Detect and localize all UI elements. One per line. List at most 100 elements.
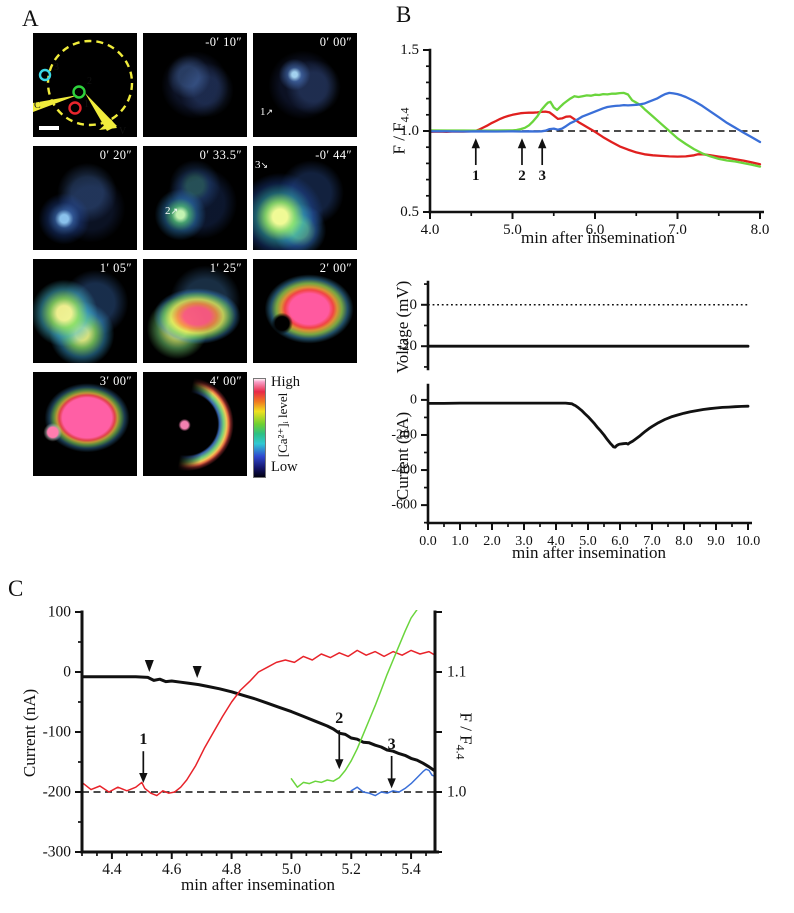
timestamp: 2′ 00″ [319,261,352,275]
x-tick-label: 5.2 [342,861,361,878]
timestamp: 1′ 05″ [99,261,132,275]
event-arrow-head-icon [139,773,148,783]
ca-image-tile: 0′ 00″ 1↗ [253,33,357,137]
x-tick-label: 10.0 [736,534,761,549]
current-electrode-label: C [34,100,41,111]
event-arrow-head-icon [471,138,480,149]
ca-image-tile: 1′ 05″ [33,259,137,363]
ca-image-tile: 0′ 20″ [33,146,137,250]
ca-image-tile: 0′ 33.5″ 2↗ [143,146,247,250]
x-tick-label: 6.0 [586,222,605,238]
chart-fluorescence-vs-time: 0.5 1.0 1.5 4.0 5.0 6.0 7.0 8.0 1 2 3 [400,42,770,238]
event-arrow-head-icon [335,759,344,770]
x-tick-label: 5.0 [503,222,522,238]
series-spot-1 [82,649,436,797]
series-fertilization-current [428,401,750,449]
spot-1-pointer-icon: ↗ [265,107,274,117]
x-tick-label: 9.0 [707,534,725,549]
ca-level-colorbar [253,378,266,478]
x-tick-label: 0.0 [419,534,437,549]
right-y-tick-label: 1.1 [447,664,466,681]
y-tick-label: -100 [43,724,72,741]
roi-ring-2 [72,85,86,99]
c-right-y-axis-title: F / F4.4 [453,712,476,760]
x-tick-label: 4.4 [102,861,122,878]
x-tick-label: 8.0 [751,222,770,238]
b3-x-axis-title: min after insemination [512,543,666,562]
event-label-3: 3 [538,168,546,184]
chart-current-and-fluorescence-expanded: 100 0 -100 -200 -300 4.4 4.6 4.8 5.0 5.2 5.4 1.0 1.1… [43,604,467,879]
spot-1-annotation: 1↗ [260,106,274,118]
c-left-y-axis-title: Current (nA) [20,688,39,778]
right-y-tick-label: 1.0 [447,784,467,801]
current-electrode-needle-icon [33,95,78,112]
y-tick-label: 0 [63,664,71,681]
x-tick-label: 5.0 [579,534,597,549]
b2-y-axis-title: Voltage (mV) [393,280,412,374]
x-tick-label: 6.0 [611,534,629,549]
y-tick-label: -20 [397,338,417,354]
y-tick-label: -200 [43,784,72,801]
b1-y-axis-title: F / F4.4 [389,107,412,155]
x-tick-label: 1.0 [451,534,469,549]
spot-3-pointer-icon: ↘ [260,160,269,170]
egg-outline-dashed-circle [46,39,134,127]
arrowhead-mark-icon [144,660,154,672]
panel-b-label: B [396,2,412,27]
y-tick-label: -400 [391,463,417,478]
event-arrow-head-icon [538,138,547,149]
roi-label-1: 1 [84,99,89,110]
series-current [82,675,437,773]
spot-2-pointer-icon: ↗ [170,206,179,216]
series-spot-2 [290,610,418,788]
egg-schematic: 3 2 1 C V [33,39,134,137]
b3-y-axis-title: Current (nA) [393,411,412,501]
roi-ring-1 [68,101,82,115]
y-tick-label: 1.5 [400,42,419,58]
x-tick-label: 4.8 [222,861,242,878]
colorbar-low-label: Low [271,459,298,475]
series-spot-3 [430,91,762,144]
egg-schematic-tile: 3 2 1 C V [33,33,137,137]
c-x-axis-title: min after insemination [181,875,335,894]
timestamp: 1′ 25″ [209,261,242,275]
timestamp: -0′ 44″ [315,148,352,162]
event-label-2: 2 [518,168,526,184]
series-spot-1 [430,110,762,166]
arrowhead-mark-icon [192,666,202,678]
y-tick-label: -200 [391,427,417,442]
event-label-1: 1 [472,168,480,184]
y-tick-label: 0.5 [400,204,419,220]
ca-image-tile: 1′ 25″ [143,259,247,363]
x-tick-label: 4.0 [421,222,440,238]
panel-a-label: A [22,6,39,31]
chart-current-vs-time: 0 -200 -400 -600 0.0 1.0 2.0 3.0 4.0 5.0 6.0 7.0 8.0… [391,383,761,549]
ca-image-tile: 4′ 00″ [143,372,247,476]
y-tick-label: 1.0 [400,123,419,139]
timestamp: 3′ 00″ [99,374,132,388]
x-tick-label: 8.0 [675,534,693,549]
ca-image-tile: -0′ 44″ 3↘ [253,146,357,250]
event-label-1: 1 [139,731,147,748]
x-tick-label: 5.4 [401,861,421,878]
series-spot-3 [350,768,436,797]
panel-c-label: C [8,576,24,601]
x-tick-label: 3.0 [515,534,533,549]
colorbar-axis-label: [Ca²⁺]ᵢ level [275,392,290,458]
ca-image-tile: -0′ 10″ [143,33,247,137]
timestamp: 0′ 00″ [319,35,352,49]
spot-3-annotation: 3↘ [255,159,269,171]
x-tick-label: 7.0 [668,222,687,238]
ca-image-tile: 2′ 00″ [253,259,357,363]
voltage-electrode-label: V [119,126,127,137]
chart-voltage-vs-time: 0 -20 [397,280,750,371]
timestamp: -0′ 10″ [205,35,242,49]
colorbar-cell: High [Ca²⁺]ᵢ level Low [253,372,357,478]
roi-ring-3 [38,68,52,82]
timestamp: 4′ 00″ [209,374,242,388]
spot-2-annotation: 2↗ [165,205,179,217]
y-tick-label: -300 [43,844,72,861]
timestamp: 0′ 33.5″ [199,148,242,162]
y-tick-label: -600 [391,498,417,513]
